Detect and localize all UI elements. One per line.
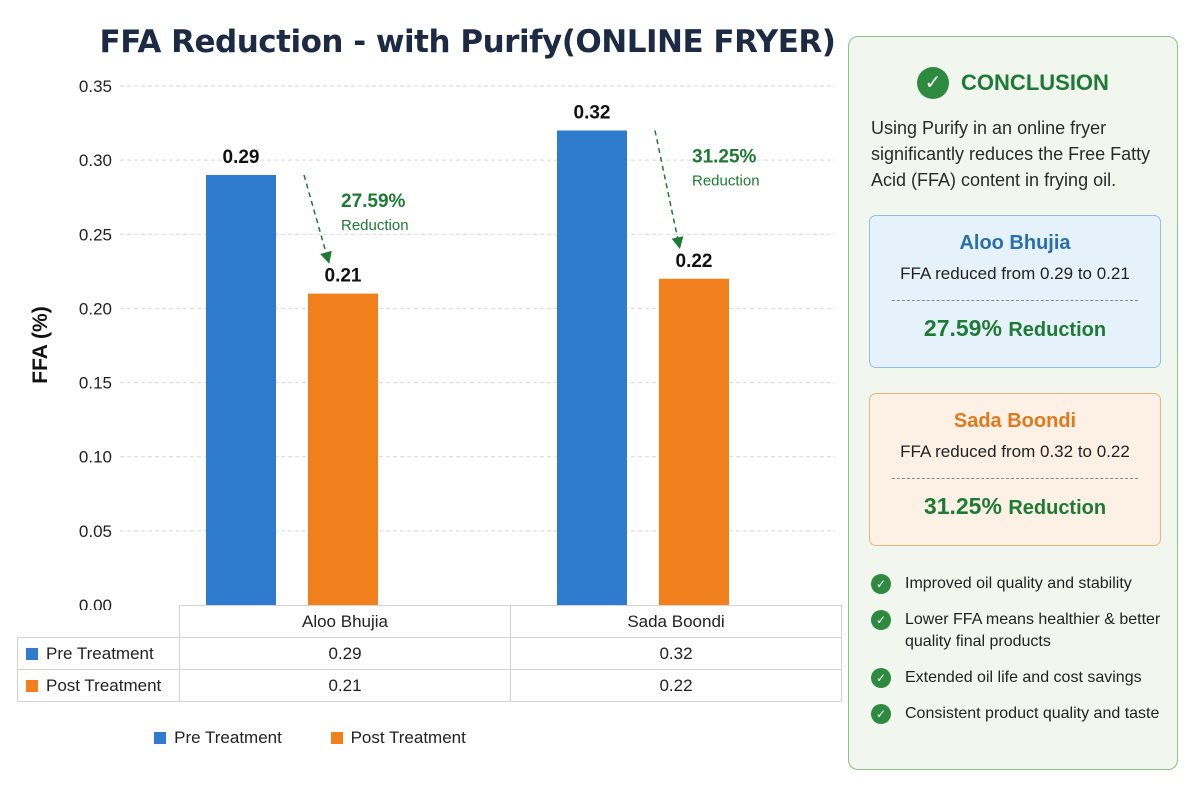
reduction-percent: 27.59% bbox=[923, 315, 1002, 341]
result-box-detail: FFA reduced from 0.32 to 0.22 bbox=[900, 442, 1130, 461]
benefit-text: Consistent product quality and taste bbox=[905, 705, 1160, 722]
legend-label: Pre Treatment bbox=[174, 728, 282, 747]
series-swatch-pre bbox=[26, 647, 38, 660]
benefit-text: Improved oil quality and stability bbox=[905, 575, 1132, 592]
bar-value-label: 0.22 bbox=[676, 251, 713, 272]
bar-value-label: 0.21 bbox=[325, 266, 362, 287]
reduction-arrow bbox=[303, 174, 332, 264]
table-header-cell: Sada Boondi bbox=[510, 605, 842, 638]
table-row: Pre Treatment 0.29 0.32 bbox=[17, 637, 842, 670]
result-box-sada-boondi: Sada Boondi FFA reduced from 0.32 to 0.2… bbox=[869, 393, 1161, 546]
reduction-text-label: Reduction bbox=[341, 217, 409, 234]
benefit-text: Extended oil life and cost savings bbox=[905, 669, 1142, 686]
check-circle-icon: ✓ bbox=[917, 67, 950, 99]
legend-swatch-pre bbox=[154, 732, 167, 744]
benefit-item: ✓ Consistent product quality and taste bbox=[871, 703, 1166, 725]
check-circle-icon: ✓ bbox=[871, 610, 891, 630]
reduction-arrow bbox=[654, 130, 684, 250]
chart-plot: 0.000.050.100.150.200.250.300.35 0.290.2… bbox=[29, 77, 835, 610]
table-value-cell: 0.32 bbox=[510, 637, 842, 670]
y-tick-label: 0.15 bbox=[79, 374, 112, 393]
y-tick-label: 0.10 bbox=[79, 448, 112, 467]
table-value-cell: 0.29 bbox=[179, 637, 511, 670]
reduction-text-label: Reduction bbox=[692, 172, 760, 189]
bar-pre bbox=[557, 130, 627, 605]
reduction-word: Reduction bbox=[1008, 319, 1107, 341]
table-value-cell: 0.22 bbox=[510, 669, 842, 702]
legend-item-pre: Pre Treatment bbox=[154, 728, 282, 748]
table-value-cell: 0.21 bbox=[179, 669, 511, 702]
table-header-cell: Aloo Bhujia bbox=[179, 605, 511, 638]
result-box-reduction: 31.25% Reduction bbox=[870, 493, 1160, 520]
y-axis-label: FFA (%) bbox=[29, 306, 52, 383]
benefit-item: ✓ Extended oil life and cost savings bbox=[871, 667, 1166, 689]
conclusion-panel: ✓ CONCLUSION Using Purify in an online fr… bbox=[848, 36, 1178, 770]
table-corner-cell bbox=[17, 605, 180, 638]
benefits-list: ✓ Improved oil quality and stability ✓ Low… bbox=[871, 573, 1166, 739]
table-header-row: Aloo Bhujia Sada Boondi bbox=[17, 605, 842, 638]
chart-title: FFA Reduction - with Purify(ONLINE FRYER… bbox=[99, 24, 836, 60]
legend-item-post: Post Treatment bbox=[330, 728, 466, 748]
benefit-item: ✓ Improved oil quality and stability bbox=[871, 573, 1166, 595]
chart-legend: Pre Treatment Post Treatment bbox=[0, 728, 620, 748]
dashed-divider bbox=[892, 300, 1138, 301]
data-table: Aloo Bhujia Sada Boondi Pre Treatment 0.… bbox=[17, 605, 842, 702]
table-series-cell: Post Treatment bbox=[17, 669, 180, 702]
result-box-title: Sada Boondi bbox=[953, 410, 1077, 432]
legend-label: Post Treatment bbox=[350, 728, 466, 747]
benefit-text: Lower FFA means healthier & better quali… bbox=[905, 611, 1161, 650]
result-box-aloo-bhujia: Aloo Bhujia FFA reduced from 0.29 to 0.2… bbox=[869, 215, 1161, 368]
reduction-percent-label: 31.25% bbox=[692, 146, 757, 167]
legend-swatch-post bbox=[330, 732, 343, 744]
y-tick-label: 0.05 bbox=[79, 522, 112, 541]
table-series-cell: Pre Treatment bbox=[17, 637, 180, 670]
result-box-reduction: 27.59% Reduction bbox=[870, 315, 1160, 342]
table-series-label: Post Treatment bbox=[46, 675, 162, 695]
bar-value-label: 0.32 bbox=[574, 102, 611, 123]
table-series-label: Pre Treatment bbox=[46, 643, 154, 663]
y-tick-label: 0.35 bbox=[79, 77, 112, 96]
conclusion-header: ✓ CONCLUSION bbox=[849, 67, 1177, 99]
result-box-detail: FFA reduced from 0.29 to 0.21 bbox=[900, 264, 1130, 283]
series-swatch-post bbox=[26, 679, 38, 692]
table-row: Post Treatment 0.21 0.22 bbox=[17, 669, 842, 702]
reduction-percent-label: 27.59% bbox=[341, 191, 406, 212]
bar-post bbox=[308, 293, 378, 605]
y-tick-label: 0.30 bbox=[79, 151, 112, 170]
bar-post bbox=[659, 278, 729, 605]
check-circle-icon: ✓ bbox=[871, 574, 891, 594]
dashed-divider bbox=[892, 478, 1138, 479]
check-circle-icon: ✓ bbox=[871, 668, 891, 688]
y-tick-label: 0.25 bbox=[79, 225, 112, 244]
conclusion-title: CONCLUSION bbox=[961, 70, 1109, 95]
bar-pre bbox=[206, 174, 276, 605]
reduction-word: Reduction bbox=[1008, 497, 1107, 519]
conclusion-text: Using Purify in an online fryer signific… bbox=[871, 118, 1151, 190]
y-tick-label: 0.20 bbox=[79, 299, 112, 318]
benefit-item: ✓ Lower FFA means healthier & better qual… bbox=[871, 609, 1166, 653]
bar-value-label: 0.29 bbox=[223, 147, 260, 168]
result-box-title: Aloo Bhujia bbox=[959, 232, 1071, 254]
reduction-percent: 31.25% bbox=[923, 493, 1002, 519]
check-circle-icon: ✓ bbox=[871, 704, 891, 724]
